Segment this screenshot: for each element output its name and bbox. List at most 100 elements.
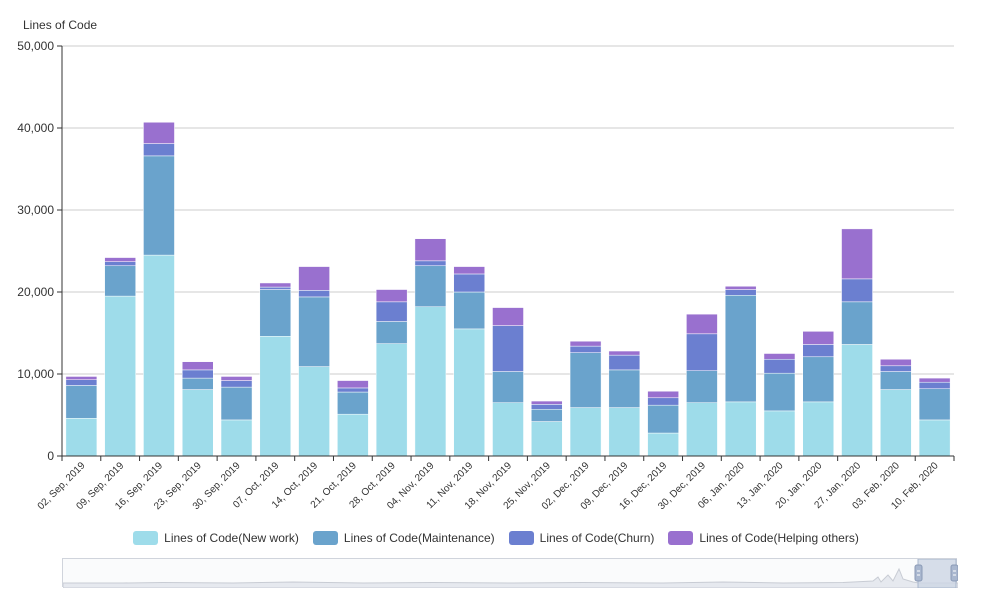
bar-segment[interactable] [65, 385, 98, 419]
bar-segment[interactable] [143, 155, 175, 256]
bar-segment[interactable] [686, 313, 718, 335]
bar-segment[interactable] [492, 402, 524, 457]
bar-segment[interactable] [181, 389, 214, 457]
bar-segment[interactable] [414, 306, 447, 457]
bar-segment[interactable] [65, 418, 98, 457]
data-zoom-slider[interactable] [62, 558, 958, 588]
bar-stack[interactable] [686, 313, 718, 457]
bar-segment[interactable] [143, 143, 175, 157]
zoom-selected-window[interactable] [917, 559, 957, 588]
bar-segment[interactable] [259, 336, 292, 457]
bar-segment[interactable] [375, 289, 408, 303]
bar-segment[interactable] [880, 371, 912, 390]
bar-segment[interactable] [492, 371, 524, 403]
bar-segment[interactable] [608, 354, 641, 371]
bar-segment[interactable] [569, 345, 602, 353]
bar-segment[interactable] [608, 369, 641, 408]
bar-stack[interactable] [802, 331, 835, 457]
bar-segment[interactable] [220, 376, 253, 381]
bar-segment[interactable] [337, 380, 369, 389]
bar-stack[interactable] [569, 340, 602, 457]
bar-segment[interactable] [686, 333, 718, 371]
bar-segment[interactable] [531, 421, 563, 457]
bar-stack[interactable] [763, 353, 796, 457]
bar-segment[interactable] [802, 331, 835, 345]
bar-segment[interactable] [724, 289, 757, 296]
bar-segment[interactable] [531, 409, 563, 422]
bar-stack[interactable] [453, 266, 485, 457]
bar-segment[interactable] [104, 257, 136, 262]
bar-segment[interactable] [337, 391, 369, 415]
bar-segment[interactable] [220, 386, 253, 421]
bar-segment[interactable] [880, 365, 912, 372]
bar-segment[interactable] [375, 321, 408, 344]
zoom-handle-left[interactable] [914, 564, 923, 582]
bar-stack[interactable] [143, 122, 175, 457]
bar-segment[interactable] [492, 325, 524, 372]
bar-segment[interactable] [918, 381, 951, 390]
bar-stack[interactable] [724, 286, 757, 457]
bar-segment[interactable] [65, 379, 98, 386]
bar-segment[interactable] [608, 350, 641, 356]
bar-segment[interactable] [841, 344, 873, 457]
bar-segment[interactable] [181, 377, 214, 390]
bar-segment[interactable] [841, 228, 873, 280]
bar-stack[interactable] [65, 376, 98, 457]
bar-segment[interactable] [841, 278, 873, 303]
bar-segment[interactable] [763, 410, 796, 457]
bar-segment[interactable] [647, 390, 679, 399]
bar-segment[interactable] [569, 340, 602, 347]
bar-stack[interactable] [880, 358, 912, 457]
bar-segment[interactable] [181, 369, 214, 379]
bar-segment[interactable] [531, 400, 563, 405]
bar-segment[interactable] [414, 260, 447, 267]
zoom-handle-right[interactable] [950, 564, 958, 582]
bar-segment[interactable] [569, 407, 602, 457]
bar-segment[interactable] [414, 238, 447, 262]
bar-segment[interactable] [337, 387, 369, 393]
bar-stack[interactable] [918, 377, 951, 457]
bar-segment[interactable] [298, 266, 330, 291]
bar-stack[interactable] [181, 361, 214, 457]
legend-item[interactable]: Lines of Code(Helping others) [668, 531, 862, 545]
bar-segment[interactable] [453, 266, 485, 275]
bar-stack[interactable] [375, 289, 408, 457]
bar-segment[interactable] [724, 295, 757, 403]
bar-segment[interactable] [259, 282, 292, 288]
bar-segment[interactable] [686, 402, 718, 457]
bar-segment[interactable] [143, 254, 175, 457]
bar-segment[interactable] [104, 295, 136, 457]
bar-stack[interactable] [608, 350, 641, 457]
bar-segment[interactable] [880, 358, 912, 367]
bar-segment[interactable] [569, 352, 602, 408]
bar-segment[interactable] [647, 397, 679, 406]
bar-stack[interactable] [259, 282, 292, 457]
bar-stack[interactable] [492, 307, 524, 457]
bar-segment[interactable] [298, 296, 330, 367]
bar-segment[interactable] [724, 286, 757, 290]
legend-item[interactable]: Lines of Code(Churn) [508, 531, 659, 545]
bar-segment[interactable] [220, 380, 253, 388]
bar-segment[interactable] [453, 273, 485, 293]
legend-item[interactable]: Lines of Code(Maintenance) [312, 531, 499, 545]
bar-segment[interactable] [453, 291, 485, 330]
bar-segment[interactable] [841, 301, 873, 345]
bar-segment[interactable] [259, 286, 292, 290]
bar-segment[interactable] [608, 407, 641, 457]
bar-segment[interactable] [259, 289, 292, 337]
bar-stack[interactable] [414, 238, 447, 457]
bar-segment[interactable] [181, 361, 214, 371]
bar-segment[interactable] [104, 261, 136, 267]
bar-segment[interactable] [763, 358, 796, 374]
bar-stack[interactable] [104, 257, 136, 457]
bar-segment[interactable] [375, 301, 408, 322]
bar-segment[interactable] [918, 388, 951, 421]
bar-segment[interactable] [104, 265, 136, 297]
bar-segment[interactable] [802, 401, 835, 457]
bar-segment[interactable] [375, 343, 408, 457]
bar-segment[interactable] [686, 370, 718, 403]
bar-segment[interactable] [802, 344, 835, 358]
bar-segment[interactable] [453, 328, 485, 457]
bar-segment[interactable] [763, 372, 796, 412]
bar-segment[interactable] [802, 356, 835, 403]
